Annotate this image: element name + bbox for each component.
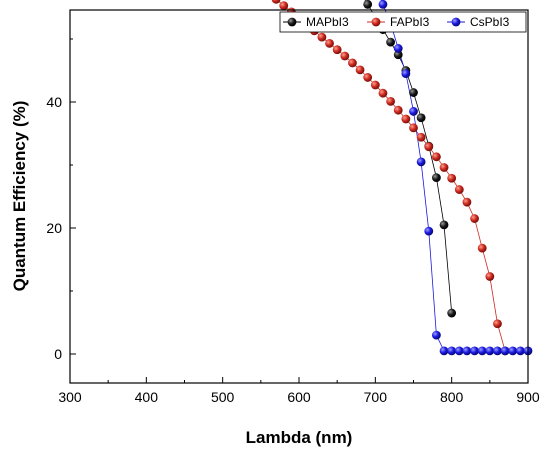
x-tick-label: 700 (364, 389, 388, 405)
legend: MAPbI3 FAPbI3 CsPbI3 (279, 11, 527, 33)
point-FAPbI3 (432, 152, 441, 162)
point-FAPbI3 (370, 80, 380, 90)
point-CsPbI3 (424, 226, 434, 236)
point-CsPbI3 (500, 346, 510, 356)
x-tick-label: 300 (58, 389, 82, 405)
point-CsPbI3 (409, 107, 418, 116)
point-FAPbI3 (348, 58, 357, 68)
point-CsPbI3 (508, 346, 518, 356)
point-FAPbI3 (424, 142, 434, 152)
y-axis-title: Quantum Efficiency (%) (10, 101, 29, 292)
point-MAPbI3 (393, 50, 403, 60)
point-FAPbI3 (416, 132, 426, 142)
point-FAPbI3 (493, 319, 502, 329)
axes: 300400500600700800900020406080100 (46, 38, 540, 405)
point-MAPbI3 (416, 113, 426, 123)
point-FAPbI3 (332, 45, 342, 55)
point-MAPbI3 (432, 173, 441, 183)
x-tick-label: 800 (440, 389, 464, 405)
series-markers (271, 0, 533, 356)
point-FAPbI3 (401, 114, 411, 124)
point-CsPbI3 (470, 346, 479, 356)
point-FAPbI3 (317, 32, 327, 42)
legend-label-MAPbI3: MAPbI3 (306, 15, 349, 29)
point-CsPbI3 (447, 346, 457, 356)
point-CsPbI3 (393, 44, 403, 53)
x-tick-label: 500 (211, 389, 235, 405)
point-CsPbI3 (401, 69, 411, 79)
legend-marker-CsPbI3 (451, 17, 461, 27)
point-CsPbI3 (462, 346, 472, 356)
point-FAPbI3 (477, 243, 487, 253)
point-FAPbI3 (409, 123, 418, 133)
point-CsPbI3 (477, 346, 487, 356)
point-FAPbI3 (454, 185, 464, 194)
point-CsPbI3 (432, 330, 441, 340)
point-FAPbI3 (470, 214, 479, 223)
point-FAPbI3 (271, 0, 281, 4)
x-tick-label: 400 (135, 389, 159, 405)
point-MAPbI3 (439, 220, 449, 230)
plot-frame (69, 9, 529, 384)
point-CsPbI3 (454, 346, 464, 356)
point-CsPbI3 (416, 157, 426, 167)
x-tick-label: 900 (516, 389, 540, 405)
series-line-CsPbI3 (380, 0, 528, 352)
point-CsPbI3 (485, 346, 495, 356)
legend-marker-FAPbI3 (371, 17, 381, 27)
point-CsPbI3 (378, 0, 388, 9)
series-line-FAPbI3 (276, 0, 506, 352)
point-FAPbI3 (386, 96, 395, 106)
point-FAPbI3 (340, 51, 350, 61)
point-FAPbI3 (355, 65, 365, 75)
series-lines (276, 0, 528, 352)
point-CsPbI3 (493, 346, 502, 356)
point-FAPbI3 (462, 197, 472, 207)
point-MAPbI3 (386, 37, 395, 47)
y-tick-label: 0 (54, 346, 62, 362)
point-MAPbI3 (363, 0, 373, 9)
legend-marker-MAPbI3 (287, 17, 297, 27)
y-tick-label: 20 (46, 220, 62, 236)
legend-box (279, 11, 527, 33)
point-FAPbI3 (279, 1, 289, 11)
x-tick-label: 600 (287, 389, 311, 405)
point-CsPbI3 (439, 346, 449, 356)
point-FAPbI3 (439, 163, 449, 172)
y-tick-label: 40 (46, 94, 62, 110)
point-MAPbI3 (409, 88, 418, 97)
point-FAPbI3 (447, 173, 457, 183)
point-FAPbI3 (363, 73, 373, 82)
legend-label-CsPbI3: CsPbI3 (470, 15, 510, 29)
point-FAPbI3 (325, 39, 334, 48)
legend-label-FAPbI3: FAPbI3 (390, 15, 430, 29)
point-FAPbI3 (393, 105, 403, 115)
point-MAPbI3 (447, 308, 457, 318)
point-FAPbI3 (485, 272, 495, 281)
point-FAPbI3 (378, 88, 388, 98)
point-CsPbI3 (515, 346, 525, 356)
x-axis-title: Lambda (nm) (246, 428, 353, 447)
